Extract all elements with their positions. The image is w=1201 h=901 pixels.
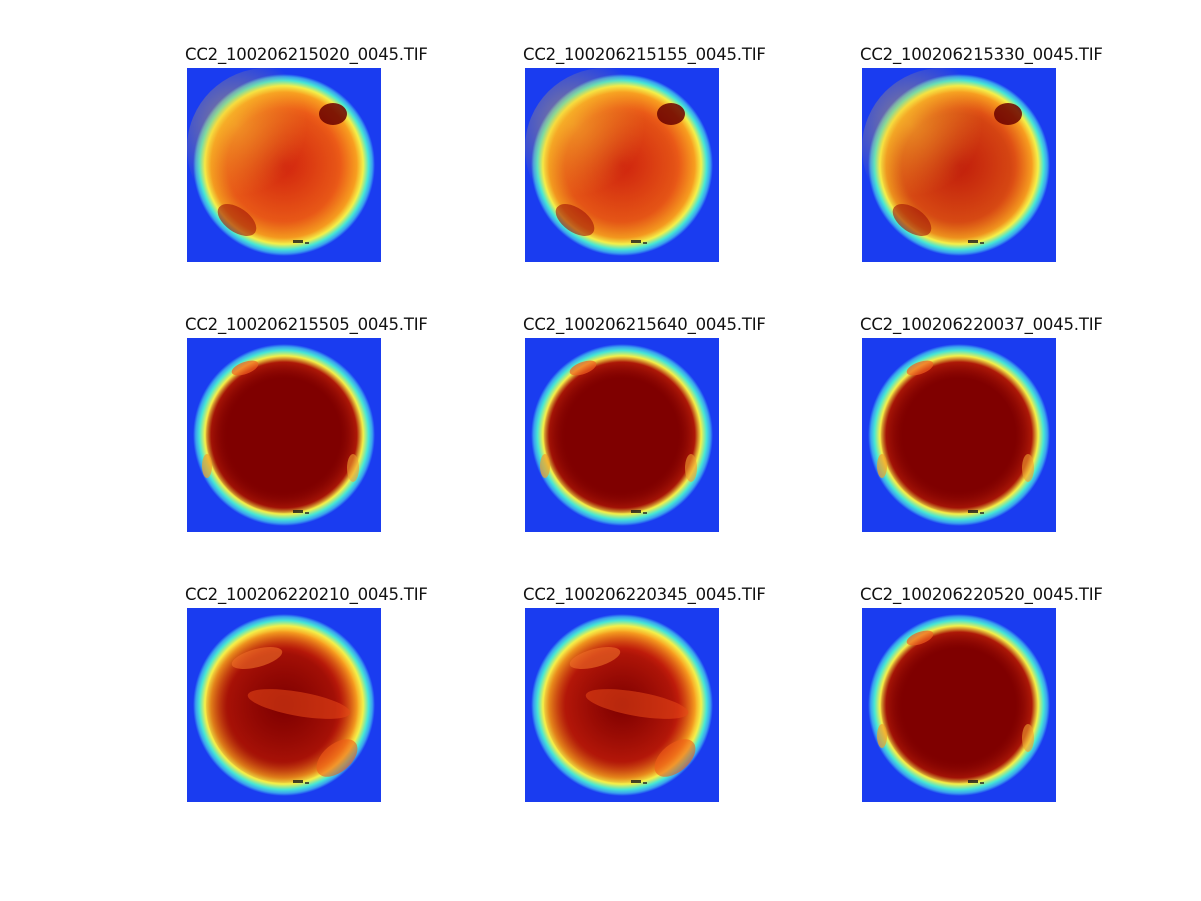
thermal-image [862, 68, 1056, 262]
panel-title: CC2_100206220210_0045.TIF [185, 585, 428, 604]
thermal-image [525, 608, 719, 802]
thermal-image [862, 608, 1056, 802]
thermal-image [187, 68, 381, 262]
panel-title: CC2_100206215505_0045.TIF [185, 315, 428, 334]
thermal-image [862, 338, 1056, 532]
panel-title: CC2_100206215330_0045.TIF [860, 45, 1103, 64]
panel-title: CC2_100206220520_0045.TIF [860, 585, 1103, 604]
thermal-image [525, 68, 719, 262]
image-panel-5: CC2_100206215640_0045.TIF [523, 315, 766, 547]
thermal-image [187, 608, 381, 802]
image-panel-3: CC2_100206215330_0045.TIF [860, 45, 1103, 277]
image-panel-8: CC2_100206220345_0045.TIF [523, 585, 766, 817]
panel-title: CC2_100206215020_0045.TIF [185, 45, 428, 64]
panel-title: CC2_100206220037_0045.TIF [860, 315, 1103, 334]
panel-title: CC2_100206220345_0045.TIF [523, 585, 766, 604]
image-panel-1: CC2_100206215020_0045.TIF [185, 45, 428, 277]
thermal-image [187, 338, 381, 532]
thermal-image [525, 338, 719, 532]
image-panel-4: CC2_100206215505_0045.TIF [185, 315, 428, 547]
image-panel-6: CC2_100206220037_0045.TIF [860, 315, 1103, 547]
panel-title: CC2_100206215640_0045.TIF [523, 315, 766, 334]
panel-title: CC2_100206215155_0045.TIF [523, 45, 766, 64]
image-panel-7: CC2_100206220210_0045.TIF [185, 585, 428, 817]
image-panel-2: CC2_100206215155_0045.TIF [523, 45, 766, 277]
image-panel-9: CC2_100206220520_0045.TIF [860, 585, 1103, 817]
